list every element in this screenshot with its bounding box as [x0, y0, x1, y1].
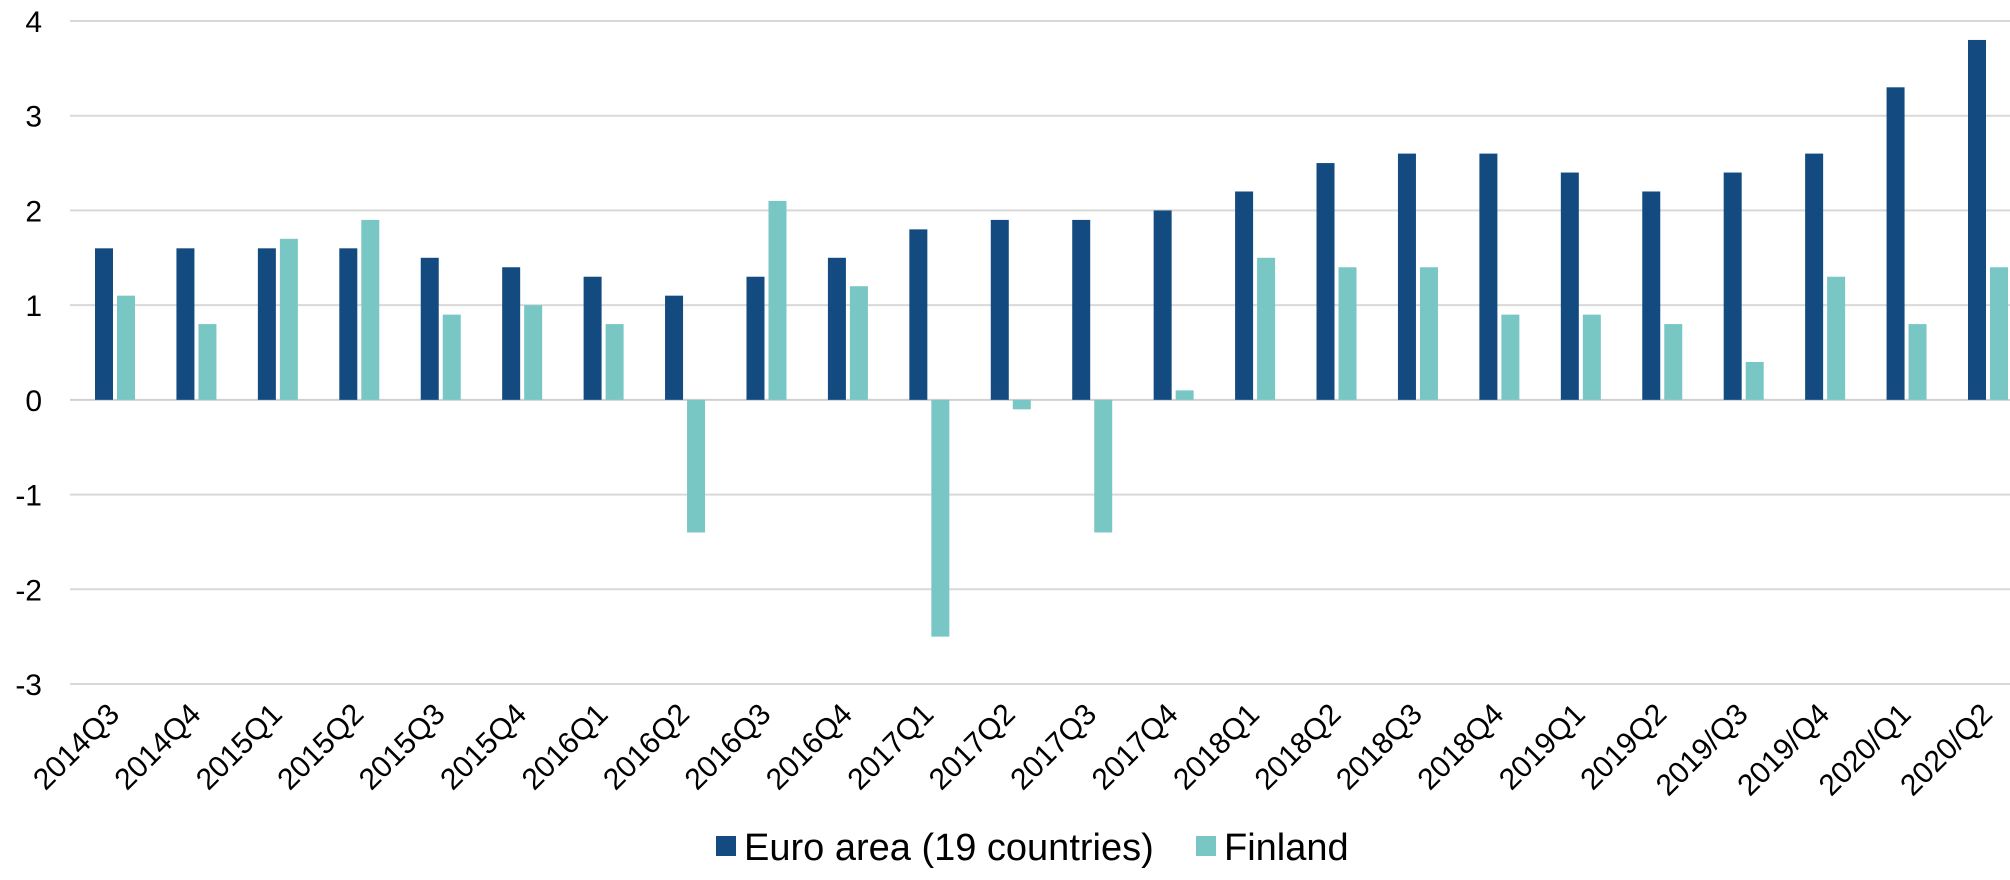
x-tick-label: 2017Q1: [841, 698, 940, 797]
bar-finland-2014Q4: [198, 324, 217, 400]
x-tick-label: 2015Q3: [353, 698, 452, 797]
bar-finland-2018Q1: [1257, 257, 1276, 400]
x-tick-label: 2014Q4: [109, 698, 208, 797]
bar-euro-area-2016Q1: [583, 276, 602, 400]
bar-finland-2015Q2: [361, 219, 380, 400]
bar-finland-2017Q3: [1094, 399, 1113, 533]
legend: Euro area (19 countries) Finland: [716, 827, 1349, 869]
bar-euro-area-2015Q2: [339, 248, 358, 400]
x-tick-label: 2016Q2: [597, 698, 696, 797]
y-tick-label: 2: [25, 195, 42, 228]
bar-euro-area-2019/Q4: [1805, 153, 1824, 400]
bar-finland-2015Q1: [279, 238, 298, 400]
bar-finland-2019/Q3: [1745, 361, 1764, 400]
x-tick-label: 2018Q3: [1330, 698, 1429, 797]
bar-euro-area-2016Q2: [665, 295, 684, 400]
bar-euro-area-2019/Q3: [1723, 172, 1742, 400]
legend-swatch: [1196, 836, 1216, 856]
x-tick-label: 2015Q2: [271, 698, 370, 797]
bar-finland-2019Q1: [1582, 314, 1601, 400]
y-tick-label: 3: [25, 101, 42, 134]
bar-finland-2017Q1: [931, 399, 950, 637]
bar-euro-area-2020/Q1: [1886, 87, 1905, 400]
x-tick-label: 2019Q1: [1493, 698, 1592, 797]
legend-item-euro-area: Euro area (19 countries): [716, 827, 1154, 869]
bar-finland-2015Q4: [524, 305, 543, 400]
bar-euro-area-2018Q4: [1479, 153, 1498, 400]
bar-euro-area-2017Q1: [909, 229, 928, 400]
bar-finland-2016Q1: [605, 324, 624, 400]
y-tick-label: -3: [15, 669, 42, 702]
gridlines: [70, 20, 2010, 685]
bar-finland-2017Q2: [1012, 399, 1031, 410]
bar-finland-2017Q4: [1175, 390, 1194, 400]
bar-euro-area-2018Q2: [1316, 163, 1335, 400]
bar-finland-2015Q3: [442, 314, 461, 400]
x-tick-label: 2014Q3: [27, 698, 126, 797]
bar-euro-area-2018Q1: [1235, 191, 1254, 400]
bar-finland-2018Q4: [1501, 314, 1520, 400]
x-tick-label: 2018Q1: [1167, 698, 1266, 797]
x-tick-label: 2017Q3: [1004, 698, 1103, 797]
bar-finland-2018Q3: [1419, 267, 1438, 400]
y-tick-label: -2: [15, 574, 42, 607]
x-tick-label: 2015Q1: [190, 698, 289, 797]
bar-finland-2019Q2: [1664, 324, 1683, 400]
legend-label: Euro area (19 countries): [744, 827, 1154, 869]
bar-euro-area-2017Q3: [1072, 219, 1091, 400]
bar-euro-area-2016Q4: [827, 257, 846, 400]
bar-finland-2020/Q1: [1908, 324, 1927, 400]
bar-finland-2014Q3: [117, 295, 135, 400]
x-tick-label: 2017Q4: [1086, 698, 1185, 797]
y-axis-labels: 4 3 2 1 0 -1 -2 -3: [15, 6, 42, 702]
bar-euro-area-2015Q3: [420, 257, 439, 400]
bars: [95, 39, 2008, 637]
x-tick-label: 2016Q1: [516, 698, 615, 797]
x-tick-label: 2015Q4: [434, 698, 533, 797]
x-tick-label: 2016Q4: [760, 698, 859, 797]
x-axis-labels: 2014Q32014Q42015Q12015Q22015Q32015Q42016…: [27, 698, 1999, 803]
x-tick-label: 2018Q2: [1249, 698, 1348, 797]
bar-finland-2020/Q2: [1990, 267, 2008, 400]
bar-euro-area-2015Q4: [502, 267, 521, 400]
bar-euro-area-2014Q4: [176, 248, 195, 400]
y-tick-label: 4: [25, 6, 42, 39]
y-tick-label: 1: [25, 290, 42, 323]
y-tick-label: 0: [25, 385, 42, 418]
legend-swatch: [716, 836, 736, 856]
bar-euro-area-2017Q4: [1153, 210, 1172, 400]
bar-euro-area-2015Q1: [257, 248, 276, 400]
bar-euro-area-2019Q1: [1560, 172, 1579, 400]
bar-finland-2016Q2: [687, 399, 706, 533]
legend-item-finland: Finland: [1196, 827, 1349, 869]
x-tick-label: 2017Q2: [923, 698, 1022, 797]
bar-finland-2016Q4: [849, 286, 868, 400]
bar-euro-area-2020/Q2: [1968, 39, 1986, 400]
legend-label: Finland: [1224, 827, 1349, 869]
x-tick-label: 2016Q3: [679, 698, 778, 797]
bar-finland-2018Q2: [1338, 267, 1357, 400]
bar-euro-area-2017Q2: [990, 219, 1009, 400]
bar-euro-area-2018Q3: [1397, 153, 1416, 400]
bar-euro-area-2014Q3: [95, 248, 113, 400]
bar-euro-area-2016Q3: [746, 276, 765, 400]
y-tick-label: -1: [15, 480, 42, 513]
x-tick-label: 2018Q4: [1412, 698, 1511, 797]
bar-finland-2019/Q4: [1827, 276, 1846, 400]
bar-finland-2016Q3: [768, 200, 787, 400]
x-tick-label: 2020/Q2: [1894, 698, 1999, 803]
bar-euro-area-2019Q2: [1642, 191, 1661, 400]
